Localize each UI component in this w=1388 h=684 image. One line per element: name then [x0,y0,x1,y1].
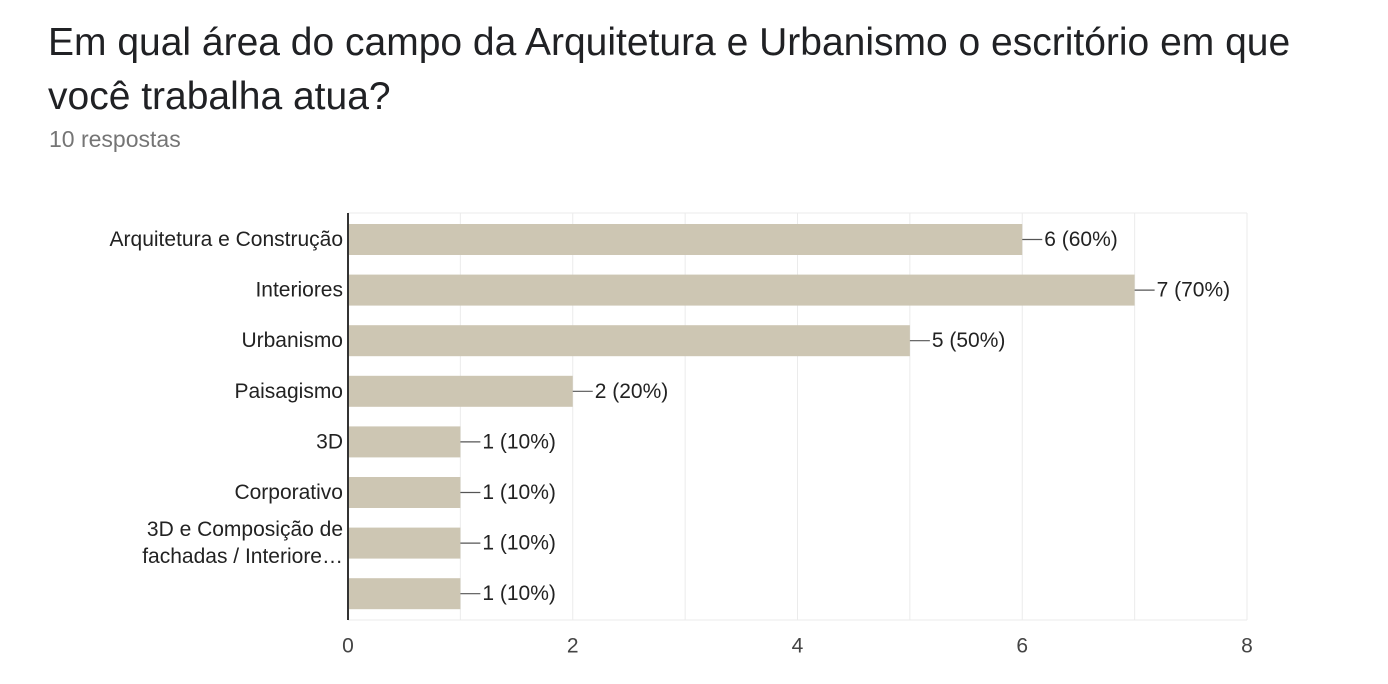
x-tick-label: 4 [792,635,804,658]
category-label: Paisagismo [234,380,343,403]
category-label: Corporativo [234,481,343,504]
grid-lines [348,212,1248,621]
category-label: 3D e Composição de [147,518,343,541]
bar [348,325,910,357]
value-label: 1 (10%) [482,430,556,453]
x-tick-label: 8 [1241,635,1253,658]
bar [348,426,461,458]
category-label: Interiores [255,279,343,302]
value-label: 5 (50%) [932,329,1006,352]
question-title: Em qual área do campo da Arquitetura e U… [48,21,1291,118]
bar [348,477,461,508]
bars [348,224,1155,610]
labels: 6 (60%) Arquitetura e Construção 7 (70%) In… [110,228,1253,658]
category-label: 3D [316,430,343,453]
category-label: Arquitetura e Construção [110,228,343,251]
value-label: 1 (10%) [482,532,556,555]
category-label: Urbanismo [241,329,343,352]
bar [348,527,461,559]
value-label: 1 (10%) [482,582,556,605]
value-label: 6 (60%) [1044,228,1118,251]
value-label: 2 (20%) [595,380,669,403]
x-tick-label: 6 [1016,635,1028,658]
x-tick-label: 2 [567,635,579,658]
bar [348,375,573,407]
bar [348,578,461,610]
bar [348,274,1135,306]
value-label: 7 (70%) [1157,279,1231,302]
value-label: 1 (10%) [482,481,556,504]
response-count: 10 respostas [49,126,181,152]
bar [348,224,1023,255]
x-tick-label: 0 [342,635,354,658]
category-label: fachadas / Interiore… [142,545,343,568]
